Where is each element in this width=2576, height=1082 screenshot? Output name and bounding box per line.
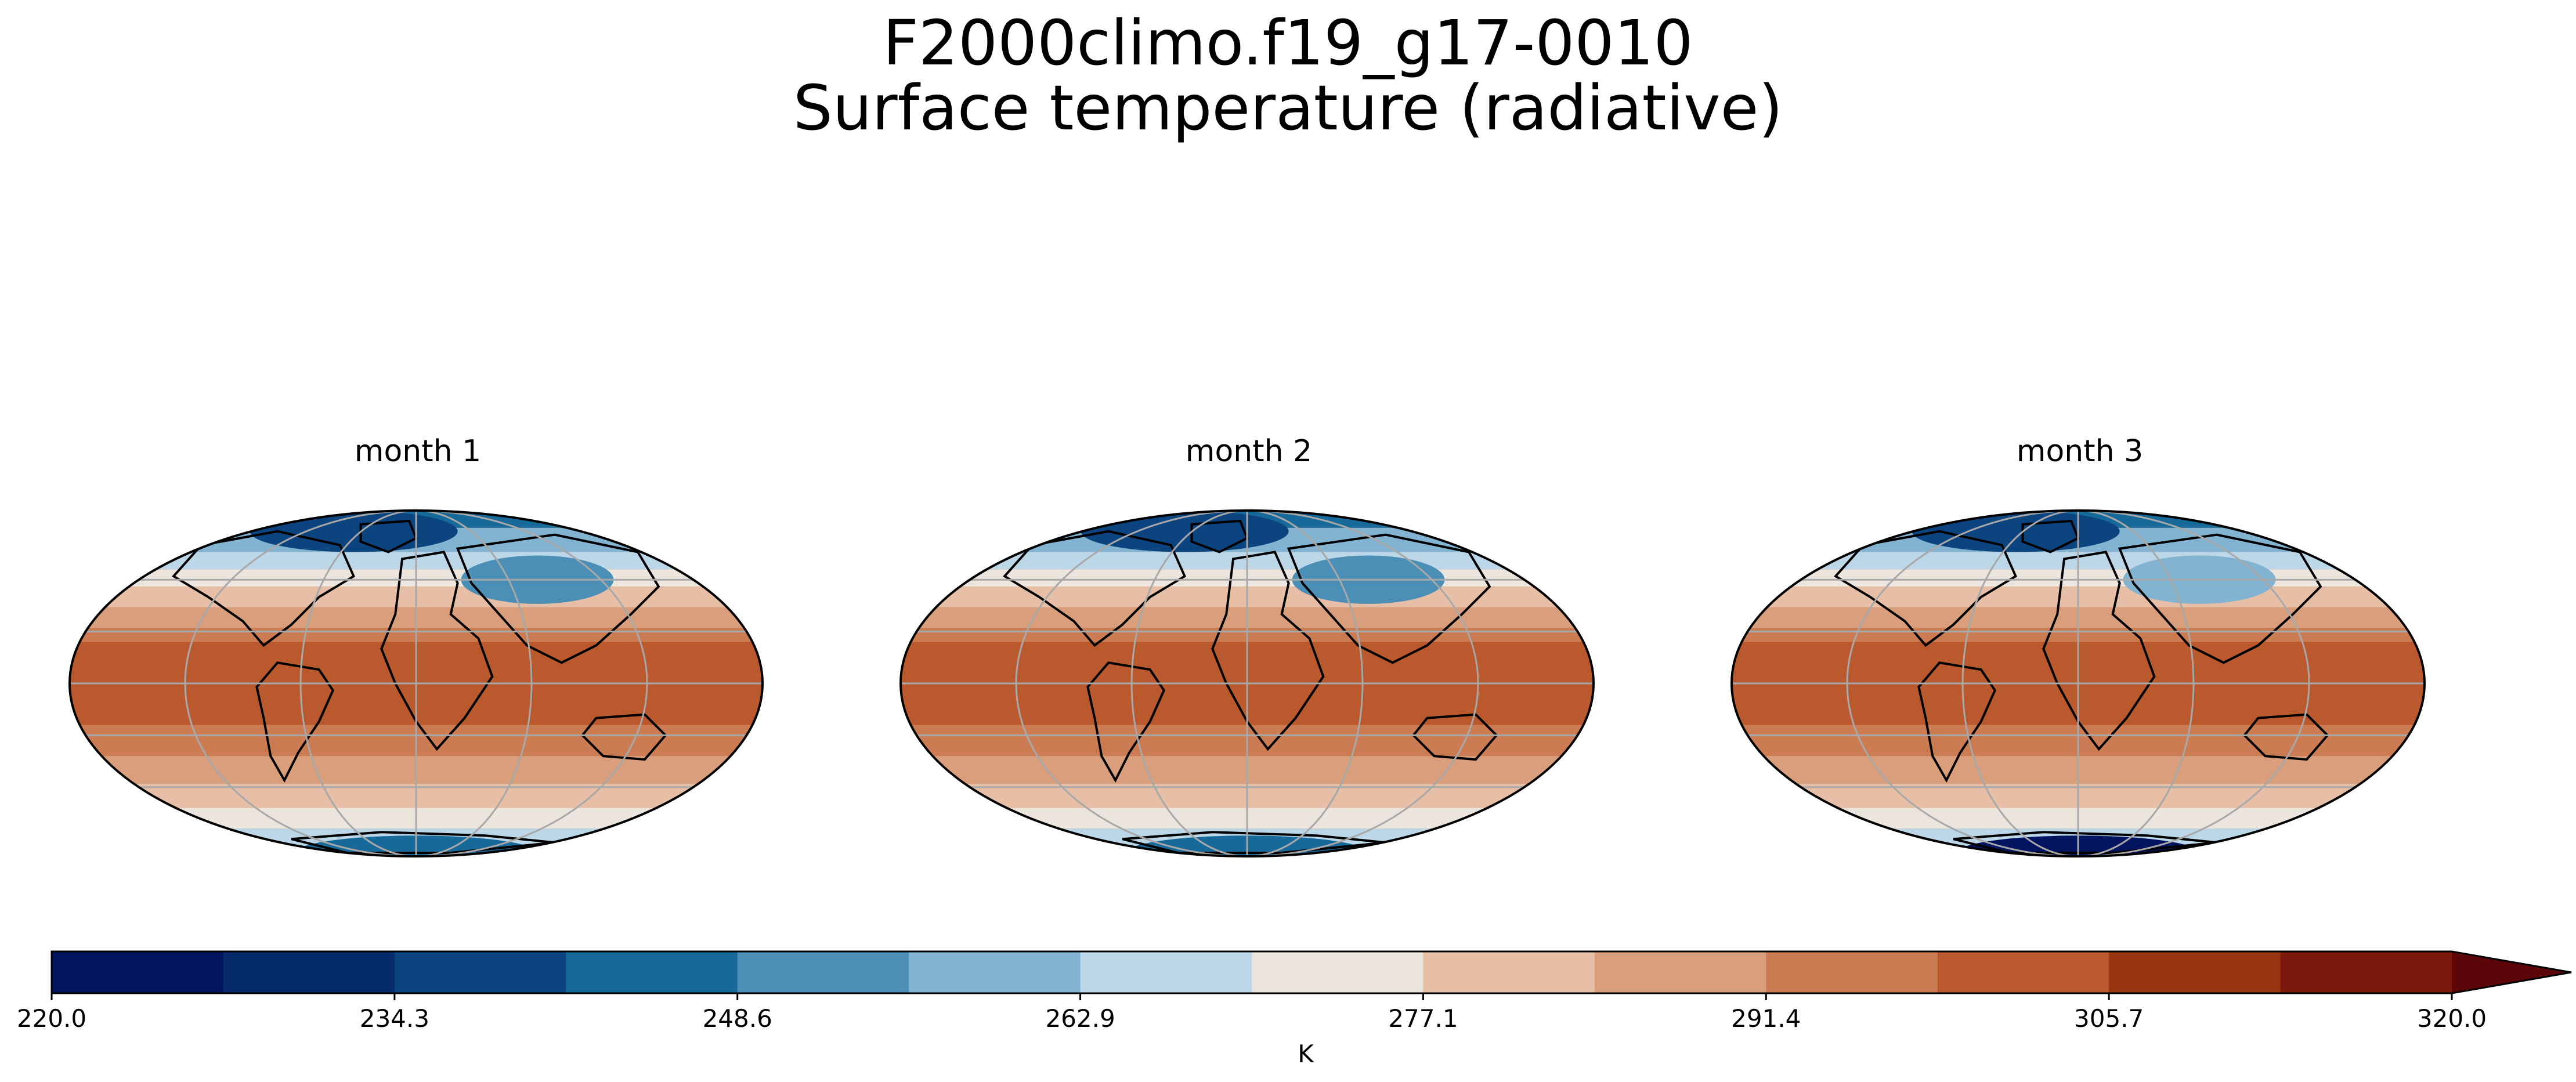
colorbar xyxy=(50,950,2572,1000)
coastline xyxy=(1833,530,2018,647)
coastline xyxy=(359,519,418,553)
colorbar-segment xyxy=(1423,951,1595,993)
graticule xyxy=(1732,511,2425,856)
map-outline xyxy=(68,509,764,857)
colorbar-segment xyxy=(1937,951,2109,993)
colorbar-segment xyxy=(909,951,1081,993)
coastline xyxy=(1190,519,1249,553)
coastline xyxy=(1287,533,1491,664)
colorbar-tick-label: 262.9 xyxy=(1045,1004,1115,1033)
colorbar-segment xyxy=(1080,951,1252,993)
colorbar-units-label: K xyxy=(1298,1040,1314,1068)
colorbar-segment xyxy=(2280,951,2452,993)
coastline xyxy=(2042,551,2156,751)
temperature-field xyxy=(70,511,763,856)
figure-title-line-1: F2000climo.f19_g17-0010 xyxy=(883,8,1693,79)
colorbar-tick-label: 291.4 xyxy=(1731,1004,1801,1033)
colorbar-segment xyxy=(52,951,223,993)
graticule xyxy=(70,511,763,856)
colorbar-tick-label: 234.3 xyxy=(359,1004,429,1033)
panel-title-month-2: month 2 xyxy=(1185,434,1313,469)
colorbar-segment xyxy=(737,951,909,993)
coastline xyxy=(1211,551,1325,751)
colorbar-segment xyxy=(223,951,395,993)
coastline xyxy=(255,661,334,783)
coastline xyxy=(2118,533,2322,664)
graticule xyxy=(901,511,1594,856)
temperature-field xyxy=(901,511,1594,856)
colorbar-tick-label: 277.1 xyxy=(1388,1004,1458,1033)
colorbar-border xyxy=(50,950,2572,994)
coastline xyxy=(1002,530,1187,647)
colorbar-segment xyxy=(1252,951,1424,993)
panel-title-month-1: month 1 xyxy=(354,434,482,469)
coastline xyxy=(2021,519,2080,553)
colorbar-tick-label: 305.7 xyxy=(2074,1004,2144,1033)
colorbar-tick-label: 220.0 xyxy=(16,1004,87,1033)
temperature-field xyxy=(1732,511,2425,856)
coastline xyxy=(1086,661,1165,783)
colorbar-segment xyxy=(2109,951,2281,993)
colorbar-segment xyxy=(394,951,566,993)
map-panel-month-1 xyxy=(68,509,764,857)
panel-title-month-3: month 3 xyxy=(2016,434,2144,469)
colorbar-segment xyxy=(1594,951,1766,993)
coastline xyxy=(171,530,356,647)
map-outline xyxy=(899,509,1595,857)
coastline xyxy=(456,533,660,664)
colorbar-extend-max xyxy=(2452,951,2571,993)
colorbar-tick-label: 320.0 xyxy=(2416,1004,2487,1033)
coastline xyxy=(1917,661,1996,783)
map-panel-month-2 xyxy=(899,509,1595,857)
colorbar-segment xyxy=(1766,951,1938,993)
map-panel-month-3 xyxy=(1730,509,2426,857)
colorbar-segment xyxy=(566,951,738,993)
figure-title-line-2: Surface temperature (radiative) xyxy=(793,73,1783,144)
colorbar-tick-label: 248.6 xyxy=(702,1004,772,1033)
map-outline xyxy=(1730,509,2426,857)
coastline xyxy=(380,551,494,751)
